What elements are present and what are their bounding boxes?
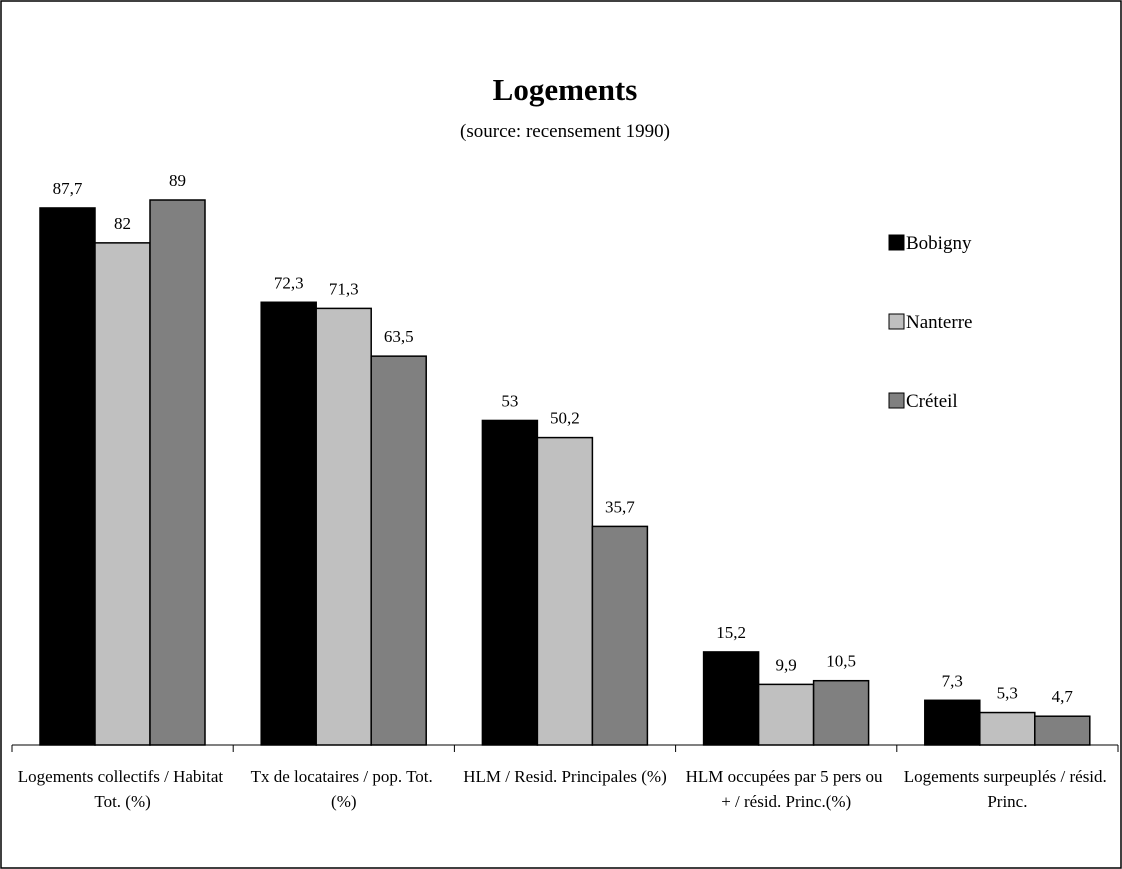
- legend-swatch: [888, 313, 905, 330]
- value-label: 50,2: [550, 409, 580, 428]
- legend-swatch: [888, 234, 905, 251]
- value-label: 82: [114, 214, 131, 233]
- bar: [94, 242, 151, 746]
- bar: [1034, 715, 1091, 746]
- value-label: 71,3: [329, 279, 359, 298]
- value-label: 72,3: [274, 273, 304, 292]
- value-label: 35,7: [605, 497, 635, 516]
- legend-swatch: [888, 392, 905, 409]
- value-label: 15,2: [716, 623, 746, 642]
- bar: [812, 679, 870, 746]
- x-tick-label: HLM occupées par 5 pers ou + / résid. Pr…: [686, 767, 887, 811]
- value-label: 7,3: [942, 671, 963, 690]
- value-label: 89: [169, 171, 186, 190]
- bar: [315, 307, 372, 746]
- bar: [260, 301, 317, 746]
- legend-label: Créteil: [906, 391, 958, 412]
- chart-subtitle: (source: recensement 1990): [460, 121, 670, 142]
- legend-label: Nanterre: [906, 312, 972, 333]
- bar: [757, 683, 815, 746]
- bar: [481, 419, 539, 746]
- x-tick-label: Tx de locataires / pop. Tot. (%): [251, 767, 437, 811]
- value-label: 10,5: [826, 652, 856, 671]
- value-label: 4,7: [1052, 687, 1074, 706]
- chart-title: Logements: [493, 72, 638, 107]
- value-label: 9,9: [775, 655, 796, 674]
- bar: [370, 355, 427, 746]
- x-tick-label: Logements surpeuplés / résid. Princ.: [904, 767, 1111, 811]
- value-label: 5,3: [997, 684, 1018, 703]
- bar: [924, 699, 981, 746]
- bar: [979, 711, 1036, 746]
- value-label: 63,5: [384, 327, 414, 346]
- x-tick-label: Logements collectifs / Habitat Tot. (%): [18, 767, 228, 811]
- value-label: 53: [501, 391, 518, 410]
- bar: [536, 436, 594, 746]
- x-tick-label: HLM / Resid. Principales (%): [463, 767, 667, 786]
- value-label: 87,7: [53, 179, 83, 198]
- bar: [39, 207, 96, 746]
- bar: [702, 651, 760, 746]
- legend-label: Bobigny: [906, 233, 972, 254]
- bar: [591, 525, 649, 746]
- bar: [149, 199, 206, 746]
